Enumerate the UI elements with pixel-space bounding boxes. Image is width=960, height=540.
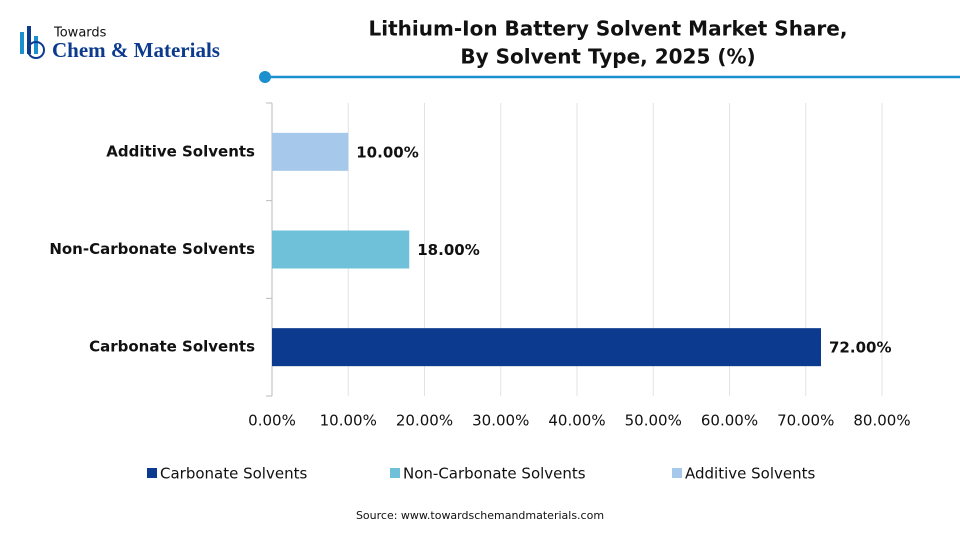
logo-icon [27, 26, 31, 54]
legend-label: Non-Carbonate Solvents [403, 465, 586, 483]
value-label: 18.00% [417, 241, 479, 259]
x-tick-label: 10.00% [320, 412, 377, 430]
chart-title: Lithium-Ion Battery Solvent Market Share… [369, 17, 848, 41]
bar [272, 132, 349, 171]
y-tick-label: Carbonate Solvents [89, 338, 255, 356]
bar [272, 230, 410, 269]
y-tick-label: Non-Carbonate Solvents [49, 240, 255, 258]
logo-name: Chem & Materials [52, 38, 220, 62]
logo-icon [27, 41, 45, 59]
x-tick-label: 40.00% [548, 412, 605, 430]
value-label: 72.00% [829, 339, 891, 357]
y-tick-label: Additive Solvents [106, 142, 255, 160]
x-tick-label: 80.00% [853, 412, 910, 430]
legend-swatch [147, 468, 157, 478]
legend-swatch [390, 468, 400, 478]
x-tick-label: 60.00% [701, 412, 758, 430]
logo-icon [34, 36, 38, 54]
x-tick-label: 50.00% [625, 412, 682, 430]
bar [272, 328, 821, 367]
legend-label: Carbonate Solvents [160, 465, 307, 483]
x-tick-label: 30.00% [472, 412, 529, 430]
header-dot [259, 71, 271, 83]
logo: Towards Chem & Materials [20, 26, 220, 62]
legend-swatch [672, 468, 682, 478]
chart-title: By Solvent Type, 2025 (%) [460, 45, 755, 69]
legend-label: Additive Solvents [685, 465, 815, 483]
value-label: 10.00% [356, 143, 418, 161]
source: Source: www.towardschemandmaterials.com [356, 509, 604, 522]
logo-top: Towards [53, 26, 107, 41]
x-tick-label: 20.00% [396, 412, 453, 430]
logo-icon [20, 32, 24, 54]
x-tick-label: 0.00% [248, 412, 296, 430]
x-tick-label: 70.00% [777, 412, 834, 430]
